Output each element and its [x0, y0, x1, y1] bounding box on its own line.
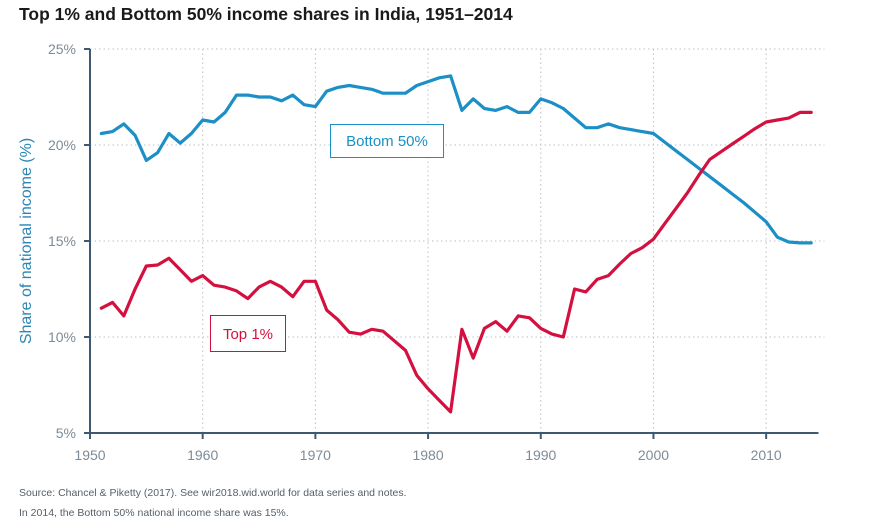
y-tick-label: 5%: [56, 425, 76, 441]
x-tick-label: 1980: [412, 447, 443, 463]
legend-box-top1: [210, 315, 286, 352]
y-axis-label: Share of national income (%): [18, 138, 35, 344]
y-tick-label: 25%: [48, 41, 76, 57]
x-tick-label: 1960: [187, 447, 218, 463]
footnote: In 2014, the Bottom 50% national income …: [19, 507, 289, 519]
legend-label-bottom50: Bottom 50%: [330, 124, 444, 158]
x-tick-label: 1990: [525, 447, 556, 463]
y-tick-label: 10%: [48, 329, 76, 345]
tick-labels: 5% 10% 15% 20% 25% 1950 1960 1970 1980 1990 2000 20…: [48, 41, 782, 463]
chart-title: Top 1% and Bottom 50% income shares in I…: [19, 4, 513, 24]
series-line-bottom50: [99, 74, 813, 245]
y-tick-label: 15%: [48, 233, 76, 249]
x-tick-label: 1950: [74, 447, 105, 463]
series-line-top1: [99, 110, 813, 414]
legend-label-top1: Top 1%: [210, 315, 286, 352]
legend-box-bottom50: [330, 124, 444, 158]
legend-text-top1: Top 1%: [223, 326, 273, 343]
gridlines: [90, 48, 825, 433]
source-note: Source: Chancel & Piketty (2017). See wi…: [19, 487, 407, 499]
x-tick-label: 2010: [751, 447, 782, 463]
series-lines: [99, 74, 813, 414]
legend-text-bottom50: Bottom 50%: [346, 133, 428, 150]
y-tick-label: 20%: [48, 137, 76, 153]
x-tick-label: 1970: [300, 447, 331, 463]
x-tick-label: 2000: [638, 447, 669, 463]
axes: [84, 48, 819, 439]
